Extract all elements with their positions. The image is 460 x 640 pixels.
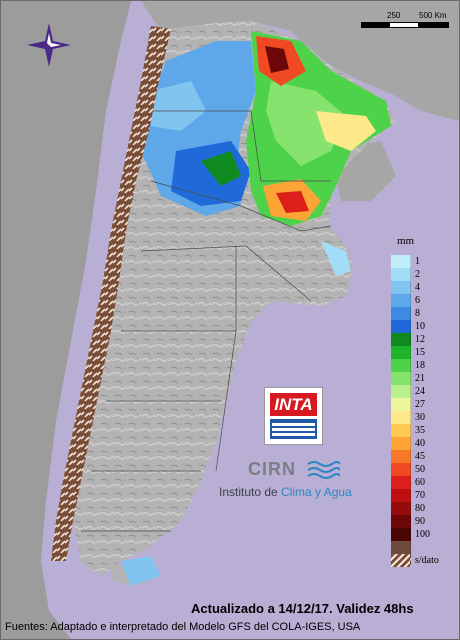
legend-row: 45 (391, 450, 457, 463)
legend-row: 1 (391, 255, 457, 268)
updated-text: Actualizado a 14/12/17. Validez 48hs (191, 601, 414, 616)
scale-bar: 250 500 Km (361, 11, 453, 33)
legend-row: 2 (391, 268, 457, 281)
legend-swatch (391, 541, 411, 554)
legend-value: 100 (415, 529, 430, 540)
legend-row: 21 (391, 372, 457, 385)
legend-row: 8 (391, 307, 457, 320)
legend-value: 50 (415, 464, 425, 475)
water-waves-icon (307, 461, 340, 479)
legend-value: 15 (415, 347, 425, 358)
inta-logo: INTA (264, 387, 323, 445)
legend-value: 40 (415, 438, 425, 449)
legend-swatch (391, 372, 411, 385)
legend-swatch (391, 528, 411, 541)
legend-value: 1 (415, 256, 420, 267)
legend-row: 27 (391, 398, 457, 411)
legend-swatch (391, 307, 411, 320)
legend-swatch (391, 320, 411, 333)
legend-title: mm (397, 235, 415, 247)
legend-row: 40 (391, 437, 457, 450)
legend-swatch (391, 294, 411, 307)
scale-label-500: 500 Km (419, 11, 447, 20)
legend-row: 80 (391, 502, 457, 515)
legend-swatch (391, 385, 411, 398)
legend-swatch (391, 333, 411, 346)
institute-name: Instituto de Clima y Agua (219, 485, 352, 499)
legend-row: 30 (391, 411, 457, 424)
legend-row: s/dato (391, 554, 457, 567)
legend-row: 18 (391, 359, 457, 372)
legend-swatch (391, 515, 411, 528)
legend-row: 10 (391, 320, 457, 333)
scale-segment-1 (361, 22, 389, 28)
legend-swatch (391, 268, 411, 281)
legend-value: 45 (415, 451, 425, 462)
legend-value: 18 (415, 360, 425, 371)
compass-rose-icon (27, 23, 71, 67)
legend-row: 35 (391, 424, 457, 437)
institute-accent: Clima y Agua (281, 485, 352, 499)
legend-value: 4 (415, 282, 420, 293)
sources-text: Fuentes: Adaptado e interpretado del Mod… (5, 621, 361, 633)
legend-row: 60 (391, 476, 457, 489)
legend-row: 50 (391, 463, 457, 476)
cirn-logo-text: CIRN (248, 459, 296, 479)
inta-logo-text: INTA (270, 393, 317, 416)
legend-swatch (391, 424, 411, 437)
scale-segment-2 (389, 22, 419, 28)
legend-swatch (391, 255, 411, 268)
neighbor-chile-land (1, 1, 131, 639)
legend-row: 70 (391, 489, 457, 502)
legend-value: 24 (415, 386, 425, 397)
legend-row: 6 (391, 294, 457, 307)
legend-value: 90 (415, 516, 425, 527)
legend-value: s/dato (415, 555, 439, 566)
legend-swatch (391, 346, 411, 359)
legend: 1 2 4 6 8 10 12 15 18 21 24 27 30 35 40 45 50 60 70 80 90 100… (391, 255, 457, 567)
legend-value: 30 (415, 412, 425, 423)
legend-row: 4 (391, 281, 457, 294)
legend-swatch (391, 463, 411, 476)
legend-value: 6 (415, 295, 420, 306)
precipitation-field (121, 31, 391, 586)
legend-value: 35 (415, 425, 425, 436)
legend-swatch (391, 411, 411, 424)
inta-logo-base (270, 419, 317, 439)
no-data-strip (51, 26, 171, 561)
legend-value: 2 (415, 269, 420, 280)
legend-swatch (391, 281, 411, 294)
legend-value: 10 (415, 321, 425, 332)
legend-swatch (391, 450, 411, 463)
institute-prefix: Instituto de (219, 485, 282, 499)
legend-row: 100 (391, 528, 457, 541)
legend-swatch (391, 476, 411, 489)
legend-value: 12 (415, 334, 425, 345)
legend-value: 27 (415, 399, 425, 410)
scale-segment-3 (419, 22, 449, 28)
legend-row: 90 (391, 515, 457, 528)
neighbor-bolivia-paraguay-land (141, 1, 459, 121)
legend-swatch (391, 437, 411, 450)
legend-swatch (391, 489, 411, 502)
scale-label-250: 250 (387, 11, 401, 20)
legend-value: 60 (415, 477, 425, 488)
legend-row (391, 541, 457, 554)
legend-swatch (391, 398, 411, 411)
legend-swatch (391, 554, 411, 567)
legend-value: 21 (415, 373, 425, 384)
legend-row: 12 (391, 333, 457, 346)
legend-value: 70 (415, 490, 425, 501)
legend-row: 24 (391, 385, 457, 398)
legend-value: 80 (415, 503, 425, 514)
province-borders (81, 110, 332, 532)
legend-swatch (391, 359, 411, 372)
legend-value: 8 (415, 308, 420, 319)
legend-swatch (391, 502, 411, 515)
legend-row: 15 (391, 346, 457, 359)
